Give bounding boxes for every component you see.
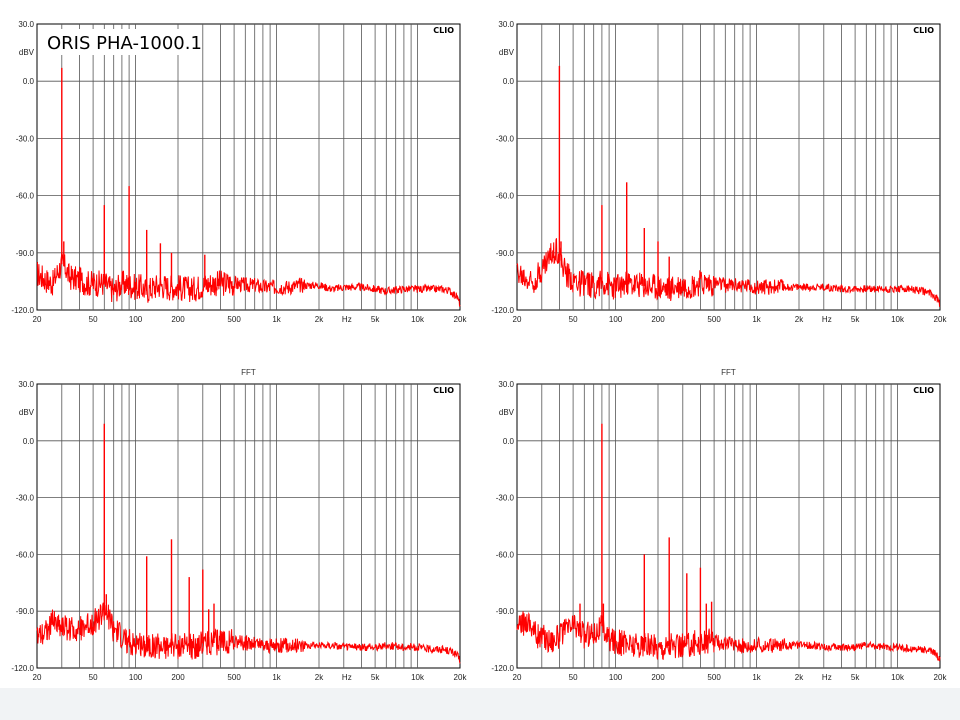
x-tick-label: 20k [934, 673, 948, 682]
fft-panel-1: 30.0 0.0 -30.0 -60.0 -90.0 -120.0 dBV 20 50 100 20… [11, 20, 467, 324]
x-tick-label: 5k [851, 315, 860, 324]
x-tick-label: 20 [513, 673, 522, 682]
plot-frame [36, 23, 461, 311]
x-tick-label: 500 [707, 673, 721, 682]
clio-brand-label: CLIO [913, 386, 934, 395]
x-tick-label: 20 [33, 315, 42, 324]
x-tick-label: 5k [371, 673, 380, 682]
x-tick-label: 100 [129, 673, 143, 682]
x-tick-label: 100 [609, 673, 623, 682]
fft-panel-3: 30.0 0.0 -30.0 -60.0 -90.0 -120.0 dBV 20 50 100 20… [11, 368, 467, 682]
y-tick-label: 0.0 [23, 77, 35, 86]
x-tick-label: 10k [411, 673, 425, 682]
y-tick-label: -60.0 [16, 192, 35, 201]
x-tick-label: 50 [569, 315, 578, 324]
fft-panel-2: 30.0 0.0 -30.0 -60.0 -90.0 -120.0 dBV 20 50 100 20… [491, 20, 947, 324]
fft-trace [516, 238, 941, 307]
y-tick-label: -120.0 [11, 306, 34, 315]
clio-brand-label: CLIO [433, 386, 454, 395]
y-tick-label: -60.0 [496, 550, 515, 559]
y-unit-label: dBV [19, 408, 35, 417]
y-tick-label: 30.0 [498, 20, 514, 29]
x-tick-label: 50 [89, 315, 98, 324]
x-tick-label: 10k [411, 315, 425, 324]
x-tick-label: 20k [454, 673, 468, 682]
x-tick-label: 2k [315, 673, 324, 682]
x-tick-label: 2k [795, 315, 804, 324]
x-tick-label: 1k [272, 673, 281, 682]
chart-title: FFT [721, 368, 736, 377]
x-tick-label: 5k [371, 315, 380, 324]
clio-brand-label: CLIO [913, 26, 934, 35]
x-tick-label: 20k [934, 315, 948, 324]
y-unit-label: dBV [499, 48, 515, 57]
x-tick-label: 1k [752, 315, 761, 324]
x-tick-label: 10k [891, 673, 905, 682]
fft-trace [36, 253, 461, 307]
x-tick-label: 50 [89, 673, 98, 682]
y-tick-label: 0.0 [503, 437, 515, 446]
y-tick-label: -60.0 [16, 550, 35, 559]
y-tick-label: -60.0 [496, 192, 515, 201]
x-tick-label: 200 [651, 673, 665, 682]
fft-panel-4: 30.0 0.0 -30.0 -60.0 -90.0 -120.0 dBV 20 50 100 20… [491, 368, 947, 682]
y-unit-label: dBV [19, 48, 35, 57]
x-tick-label: 10k [891, 315, 905, 324]
y-tick-label: 0.0 [503, 77, 515, 86]
y-tick-label: 30.0 [498, 380, 514, 389]
y-tick-label: -30.0 [16, 494, 35, 503]
x-tick-label: Hz [342, 315, 352, 324]
y-tick-label: -90.0 [16, 607, 35, 616]
y-tick-label: -120.0 [491, 664, 514, 673]
clio-brand-label: CLIO [433, 26, 454, 35]
model-label: ORIS PHA-1000.1 [43, 29, 202, 55]
y-tick-label: 0.0 [23, 437, 35, 446]
y-tick-label: -30.0 [496, 134, 515, 143]
x-tick-label: 100 [129, 315, 143, 324]
x-tick-label: 20k [454, 315, 468, 324]
fft-trace [36, 602, 461, 664]
x-tick-label: 2k [315, 315, 324, 324]
x-tick-label: 200 [171, 673, 185, 682]
x-tick-label: 1k [752, 673, 761, 682]
x-tick-label: 50 [569, 673, 578, 682]
x-tick-label: 5k [851, 673, 860, 682]
x-tick-label: 500 [707, 315, 721, 324]
y-unit-label: dBV [499, 408, 515, 417]
plot-frame [516, 383, 941, 669]
y-tick-label: 30.0 [18, 20, 34, 29]
x-tick-label: Hz [342, 673, 352, 682]
fft-trace [516, 611, 941, 662]
y-tick-label: 30.0 [18, 380, 34, 389]
x-tick-label: 20 [513, 315, 522, 324]
x-tick-label: 2k [795, 673, 804, 682]
x-tick-label: 500 [227, 315, 241, 324]
x-tick-label: 500 [227, 673, 241, 682]
model-label-bg [43, 29, 199, 55]
model-label-text: ORIS PHA-1000.1 [47, 33, 202, 54]
footer-band [0, 688, 960, 720]
x-tick-label: Hz [822, 315, 832, 324]
y-tick-label: -90.0 [16, 249, 35, 258]
x-tick-label: 1k [272, 315, 281, 324]
x-tick-label: 200 [171, 315, 185, 324]
x-tick-label: 100 [609, 315, 623, 324]
x-tick-label: 200 [651, 315, 665, 324]
x-tick-label: Hz [822, 673, 832, 682]
plot-frame [36, 383, 461, 669]
plot-frame [516, 23, 941, 311]
y-tick-label: -90.0 [496, 607, 515, 616]
x-tick-label: 20 [33, 673, 42, 682]
y-tick-label: -120.0 [491, 306, 514, 315]
y-tick-label: -30.0 [496, 494, 515, 503]
y-tick-label: -120.0 [11, 664, 34, 673]
chart-title: FFT [241, 368, 256, 377]
y-tick-label: -30.0 [16, 134, 35, 143]
y-tick-label: -90.0 [496, 249, 515, 258]
